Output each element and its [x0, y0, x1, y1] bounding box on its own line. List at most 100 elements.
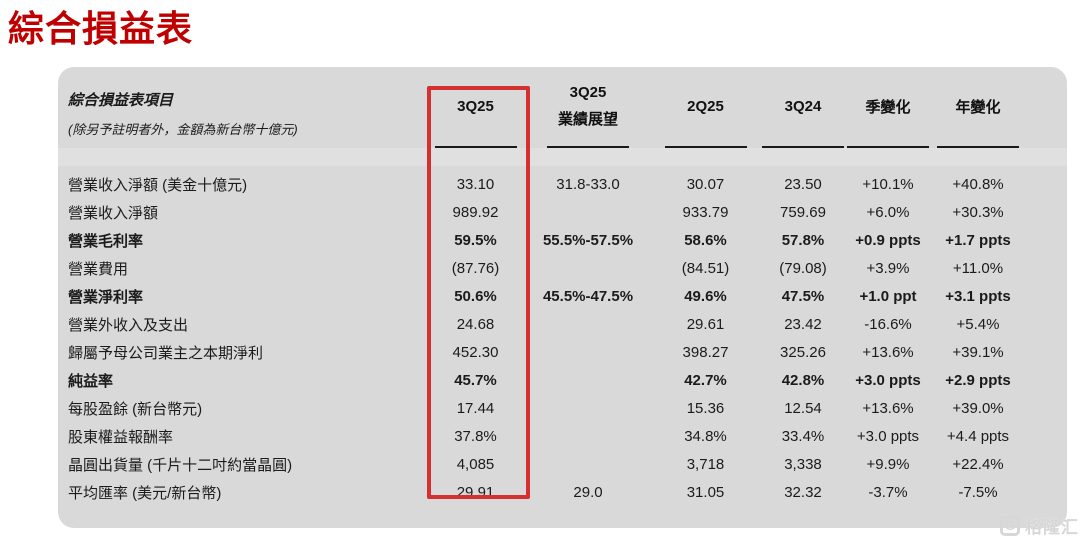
cell-yoy-change: +1.7 ppts	[945, 231, 1011, 249]
cell-3q25: 29.91	[456, 483, 495, 501]
row-label: 營業收入淨額 (美金十億元)	[68, 176, 248, 194]
row-label: 營業收入淨額	[68, 204, 159, 222]
row-label: 股東權益報酬率	[68, 428, 174, 446]
cell-2q25: 15.36	[686, 399, 725, 417]
table-body: 營業收入淨額 (美金十億元) 33.10 31.8-33.0 30.07 23.…	[58, 166, 1067, 506]
column-header-label: 2Q25	[687, 98, 724, 115]
row-label: 每股盈餘 (新台幣元)	[68, 400, 203, 418]
table-row: 營業外收入及支出 24.68 29.61 23.42 -16.6% +5.4%	[58, 310, 1067, 338]
page-title: 綜合損益表	[8, 8, 194, 49]
column-header-qoq-change: 季變化	[843, 67, 933, 148]
cell-3q25: 989.92	[452, 203, 499, 221]
column-header-label: 3Q24	[784, 98, 822, 115]
cell-3q24: 23.42	[784, 315, 822, 333]
row-label: 營業毛利率	[68, 232, 144, 250]
cell-3q25: 24.68	[456, 315, 495, 333]
cell-3q24: 759.69	[780, 203, 826, 221]
cell-yoy-change: +39.0%	[952, 399, 1004, 417]
table-row: 晶圓出貨量 (千片十二吋約當晶圓) 4,085 3,718 3,338 +9.9…	[58, 450, 1067, 478]
cell-3q25-guidance: 55.5%-57.5%	[542, 231, 634, 249]
gelonghui-watermark-text: 格隆汇	[1025, 518, 1079, 537]
cell-2q25: 31.05	[686, 483, 725, 501]
row-label: 歸屬予母公司業主之本期淨利	[68, 344, 264, 362]
cell-2q25: 49.6%	[684, 287, 727, 305]
table-row: 營業收入淨額 989.92 933.79 759.69 +6.0% +30.3%	[58, 198, 1067, 226]
cell-3q24: 33.4%	[781, 427, 825, 445]
cell-3q25: 59.5%	[454, 231, 497, 249]
cell-2q25: 30.07	[686, 175, 725, 193]
table-row: 歸屬予母公司業主之本期淨利 452.30 398.27 325.26 +13.6…	[58, 338, 1067, 366]
column-header-2q25: 2Q25	[648, 67, 763, 148]
column-header-label-line2: 業績展望	[557, 111, 618, 128]
cell-2q25: 42.7%	[684, 371, 727, 389]
cell-3q25: 50.6%	[454, 287, 497, 305]
cell-3q25-guidance: 45.5%-47.5%	[542, 287, 634, 305]
cell-3q24: 57.8%	[781, 231, 825, 249]
cell-qoq-change: +13.6%	[862, 343, 914, 361]
column-header-label: 3Q25	[569, 84, 607, 101]
cell-qoq-change: +9.9%	[866, 455, 910, 473]
cell-yoy-change: +5.4%	[956, 315, 1000, 333]
cell-3q24: (79.08)	[779, 259, 827, 277]
cell-3q24: 3,338	[784, 455, 822, 473]
cell-yoy-change: +3.1 ppts	[945, 287, 1011, 305]
column-header-underline	[664, 146, 747, 148]
column-header-yoy-change: 年變化	[933, 67, 1023, 148]
column-header-label: 3Q25	[457, 98, 494, 115]
cell-qoq-change: +1.0 ppt	[859, 287, 917, 305]
cell-3q25: 45.7%	[454, 371, 497, 389]
cell-3q25: 17.44	[456, 399, 495, 417]
cell-qoq-change: +13.6%	[862, 399, 914, 417]
cell-3q24: 42.8%	[781, 371, 825, 389]
cell-qoq-change: +3.0 ppts	[855, 371, 921, 389]
cell-yoy-change: +30.3%	[952, 203, 1004, 221]
cell-3q25: 4,085	[456, 455, 495, 473]
table-row: 平均匯率 (美元/新台幣) 29.91 29.0 31.05 32.32 -3.…	[58, 478, 1067, 506]
cell-3q25-guidance: 31.8-33.0	[556, 175, 620, 193]
cell-2q25: (84.51)	[681, 259, 730, 277]
cell-3q24: 47.5%	[781, 287, 825, 305]
cell-3q24: 325.26	[780, 343, 826, 361]
column-header-underline	[937, 146, 1019, 148]
cell-2q25: 29.61	[686, 315, 725, 333]
column-header-underline	[434, 146, 517, 148]
cell-qoq-change: +3.9%	[866, 259, 910, 277]
cell-2q25: 3,718	[686, 455, 725, 473]
gelonghui-watermark: G 格隆汇	[1000, 513, 1079, 538]
column-header-underline	[547, 146, 629, 148]
cell-qoq-change: -3.7%	[868, 483, 908, 501]
header-separator-band	[58, 148, 1067, 166]
row-label: 營業外收入及支出	[68, 316, 189, 334]
item-header-title: 綜合損益表項目	[68, 92, 174, 109]
table-header-row: 綜合損益表項目 (除另予註明者外，金額為新台幣十億元) 3Q25 3Q25 業績…	[58, 67, 1067, 148]
cell-3q24: 32.32	[784, 483, 822, 501]
column-header-3q25-guidance: 3Q25 業績展望	[528, 67, 648, 148]
income-statement-panel: 綜合損益表項目 (除另予註明者外，金額為新台幣十億元) 3Q25 3Q25 業績…	[58, 67, 1067, 528]
table-row: 營業淨利率 50.6% 45.5%-47.5% 49.6% 47.5% +1.0…	[58, 282, 1067, 310]
column-header-underline	[762, 146, 844, 148]
cell-2q25: 933.79	[682, 203, 729, 221]
table-row: 股東權益報酬率 37.8% 34.8% 33.4% +3.0 ppts +4.4…	[58, 422, 1067, 450]
cell-3q25-guidance: 29.0	[573, 483, 603, 501]
column-header-3q25: 3Q25	[423, 67, 528, 148]
cell-yoy-change: -7.5%	[958, 483, 998, 501]
item-header-subtitle: (除另予註明者外，金額為新台幣十億元)	[68, 122, 298, 137]
cell-2q25: 58.6%	[684, 231, 727, 249]
cell-3q25: (87.76)	[451, 259, 500, 277]
cell-yoy-change: +22.4%	[952, 455, 1004, 473]
cell-2q25: 34.8%	[684, 427, 727, 445]
cell-qoq-change: +3.0 ppts	[856, 427, 920, 445]
cell-qoq-change: +0.9 ppts	[855, 231, 921, 249]
table-row: 營業費用 (87.76) (84.51) (79.08) +3.9% +11.0…	[58, 254, 1067, 282]
cell-yoy-change: +4.4 ppts	[946, 427, 1010, 445]
cell-3q25: 33.10	[456, 175, 495, 193]
column-header-3q24: 3Q24	[762, 67, 844, 148]
table-row: 營業收入淨額 (美金十億元) 33.10 31.8-33.0 30.07 23.…	[58, 170, 1067, 198]
cell-yoy-change: +11.0%	[952, 259, 1004, 277]
cell-qoq-change: +10.1%	[862, 175, 914, 193]
row-label: 營業費用	[68, 260, 129, 278]
cell-qoq-change: -16.6%	[864, 315, 912, 333]
column-header-label: 年變化	[955, 99, 1001, 116]
cell-3q25: 37.8%	[454, 427, 497, 445]
cell-3q24: 23.50	[784, 175, 822, 193]
